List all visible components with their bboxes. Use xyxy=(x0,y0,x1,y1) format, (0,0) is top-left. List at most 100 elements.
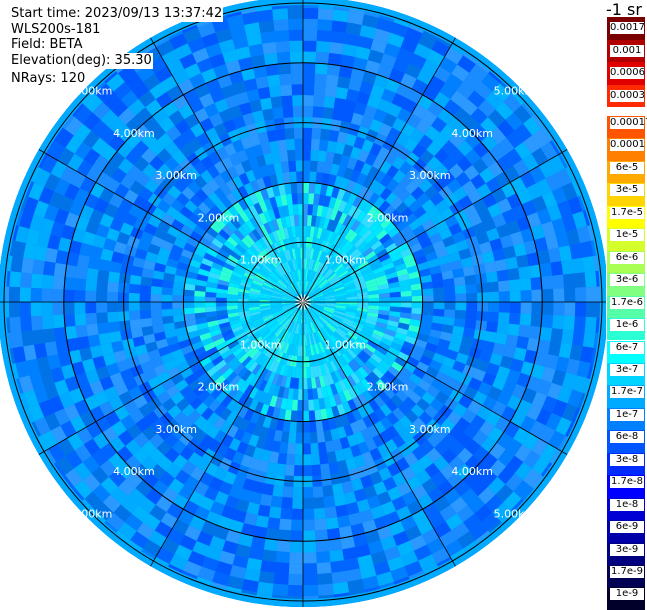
ppi-cell xyxy=(289,310,297,320)
ppi-cell xyxy=(249,287,261,293)
ppi-cell xyxy=(327,322,337,332)
ppi-cell xyxy=(303,247,306,259)
ppi-cell xyxy=(167,225,181,238)
ppi-cell xyxy=(235,543,251,558)
ppi-cell xyxy=(28,403,45,422)
ppi-cell xyxy=(275,253,284,265)
ppi-cell xyxy=(85,369,100,384)
ppi-cell xyxy=(331,483,344,496)
ppi-cell xyxy=(317,330,325,341)
ppi-cell xyxy=(113,241,127,255)
ppi-cell xyxy=(31,273,44,289)
ppi-cell xyxy=(317,150,327,163)
ppi-cell xyxy=(406,264,419,274)
ppi-cell xyxy=(307,311,313,322)
ppi-cell xyxy=(244,568,261,582)
ppi-cell xyxy=(133,123,150,141)
ppi-cell xyxy=(196,242,209,253)
ppi-cell xyxy=(397,242,410,253)
ppi-cell xyxy=(276,217,284,230)
ppi-cell xyxy=(303,454,312,466)
ppi-cell xyxy=(150,418,166,434)
ppi-cell xyxy=(427,101,444,117)
ppi-cell xyxy=(379,297,391,302)
ppi-cell xyxy=(309,322,315,334)
ppi-cell xyxy=(219,169,233,184)
ppi-cell xyxy=(91,449,109,467)
ppi-cell xyxy=(243,396,254,409)
ppi-cell xyxy=(84,94,103,113)
ppi-cell xyxy=(186,166,201,181)
ppi-cell xyxy=(362,175,374,189)
ppi-cell xyxy=(201,520,218,536)
ppi-cell xyxy=(310,271,317,283)
ppi-cell xyxy=(584,271,597,288)
ppi-cell xyxy=(375,321,388,329)
ppi-cell xyxy=(299,225,303,237)
ppi-cell xyxy=(392,257,405,267)
ppi-cell xyxy=(288,18,303,31)
ppi-cell xyxy=(417,94,434,111)
ppi-cell xyxy=(94,390,109,406)
ppi-cell xyxy=(334,290,346,296)
ppi-cell xyxy=(275,172,285,185)
ppi-cell xyxy=(284,409,292,422)
ppi-cell xyxy=(387,320,399,328)
ppi-cell xyxy=(307,247,312,259)
ppi-cell xyxy=(25,358,40,376)
ppi-cell xyxy=(349,248,360,259)
ring-label: 3.00km xyxy=(155,423,197,436)
ppi-cell xyxy=(313,298,325,301)
ppi-cell xyxy=(43,328,56,343)
ppi-cell xyxy=(315,318,324,329)
ppi-cell xyxy=(381,501,397,516)
ppi-cell xyxy=(307,204,314,216)
ppi-cell xyxy=(303,51,317,63)
ppi-cell xyxy=(288,321,295,332)
ppi-cell xyxy=(334,288,346,294)
ppi-cell xyxy=(303,334,306,346)
ppi-cell xyxy=(441,448,458,464)
ppi-cell xyxy=(572,375,588,393)
ppi-cell xyxy=(378,466,393,482)
ppi-cell xyxy=(245,421,257,435)
ppi-cell xyxy=(492,502,511,521)
ppi-cell xyxy=(494,332,508,346)
ppi-cell xyxy=(419,237,433,249)
ppi-cell xyxy=(74,302,86,314)
ppi-cell xyxy=(356,240,368,251)
ppi-cell xyxy=(44,382,59,400)
ppi-cell xyxy=(326,256,336,267)
ppi-cell xyxy=(326,230,335,243)
ppi-cell xyxy=(433,455,449,472)
ppi-cell xyxy=(83,438,101,456)
ppi-cell xyxy=(148,530,167,548)
azimuth-spoke xyxy=(302,37,456,303)
ppi-cell xyxy=(499,355,514,370)
ppi-cell xyxy=(193,225,207,237)
ppi-cell xyxy=(357,260,370,270)
ppi-cell xyxy=(205,286,217,293)
ppi-cell xyxy=(34,245,48,262)
ppi-cell xyxy=(350,112,364,126)
ppi-cell xyxy=(299,312,302,324)
ppi-cell xyxy=(390,302,402,308)
ppi-cell xyxy=(378,341,391,352)
ppi-cell xyxy=(207,178,220,192)
ppi-cell xyxy=(261,235,271,248)
ppi-cell xyxy=(103,203,119,218)
ppi-cell xyxy=(381,88,397,103)
ppi-cell xyxy=(141,325,154,336)
ppi-cell xyxy=(99,127,117,145)
ppi-cell xyxy=(184,373,198,386)
ppi-cell xyxy=(362,70,378,85)
ppi-cell xyxy=(337,224,347,236)
ppi-cell xyxy=(338,391,348,404)
ppi-cell xyxy=(378,309,390,316)
ppi-cell xyxy=(421,218,436,232)
ppi-cell xyxy=(329,319,340,328)
colorbar-tick-label: 0.0001 xyxy=(610,139,645,152)
ppi-cell xyxy=(323,396,332,409)
ppi-cell xyxy=(497,137,515,155)
ppi-cell xyxy=(352,207,363,220)
